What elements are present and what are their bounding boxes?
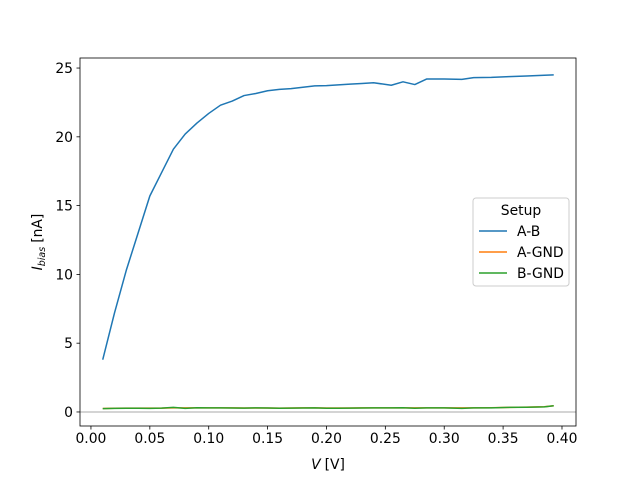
x-tick-label: 0.40 bbox=[547, 431, 578, 447]
legend-label: B-GND bbox=[517, 266, 564, 282]
y-tick-label: 10 bbox=[55, 267, 73, 283]
y-tick-label: 25 bbox=[55, 61, 73, 77]
x-tick-label: 0.10 bbox=[193, 431, 224, 447]
series-line bbox=[102, 405, 554, 410]
x-label-symbol: V bbox=[311, 457, 322, 473]
legend-title: Setup bbox=[501, 203, 542, 219]
y-axis-label: Ibias [nA] bbox=[30, 214, 48, 271]
x-tick-label: 0.30 bbox=[429, 431, 460, 447]
y-tick-label: 0 bbox=[64, 405, 73, 421]
series-line bbox=[102, 74, 554, 360]
x-tick-label: 0.20 bbox=[311, 431, 342, 447]
x-tick-label: 0.05 bbox=[134, 431, 165, 447]
x-axis-label: V [V] bbox=[311, 457, 345, 473]
legend: Setup A-B A-GND B-GND bbox=[472, 197, 570, 287]
y-label-symbol: I bbox=[30, 266, 46, 270]
legend-label: A-B bbox=[517, 224, 540, 240]
x-tick-label: 0.15 bbox=[252, 431, 283, 447]
y-label-unit: [nA] bbox=[30, 214, 46, 243]
x-tick-label: 0.25 bbox=[370, 431, 401, 447]
y-tick-label: 15 bbox=[55, 199, 73, 215]
x-tick-label: 0.00 bbox=[75, 431, 106, 447]
legend-box bbox=[472, 197, 570, 287]
x-label-unit: [V] bbox=[325, 457, 345, 473]
legend-label: A-GND bbox=[517, 245, 564, 261]
y-tick-label: 5 bbox=[64, 336, 73, 352]
plot-frame bbox=[79, 57, 577, 427]
y-tick-label: 20 bbox=[55, 130, 73, 146]
x-tick-label: 0.35 bbox=[488, 431, 519, 447]
y-label-subscript: bias bbox=[37, 247, 48, 266]
